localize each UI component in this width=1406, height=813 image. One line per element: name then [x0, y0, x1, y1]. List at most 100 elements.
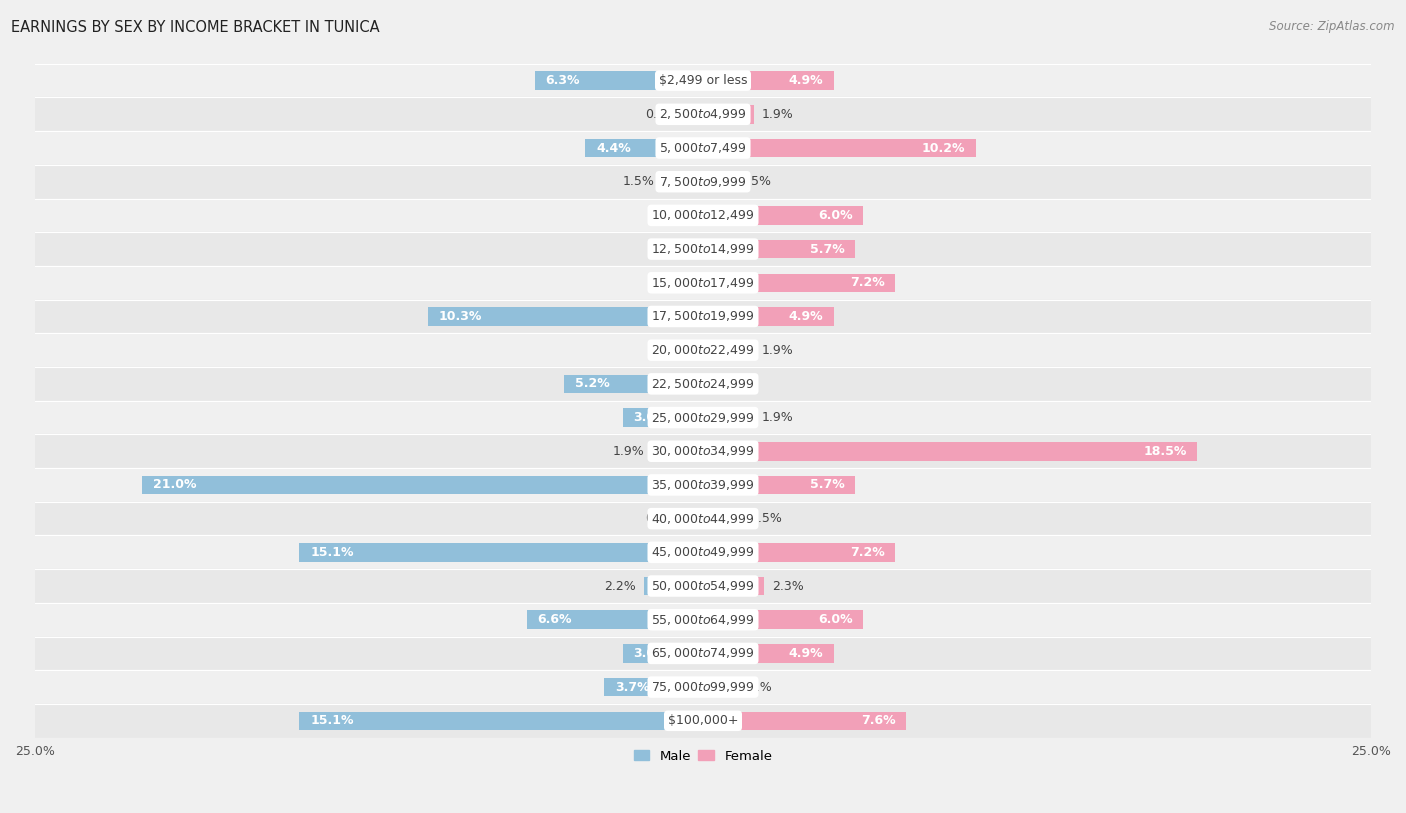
Text: $2,499 or less: $2,499 or less: [659, 74, 747, 87]
Bar: [662, 172, 703, 191]
Bar: [534, 72, 703, 90]
Text: 4.4%: 4.4%: [596, 141, 631, 154]
Text: 1.9%: 1.9%: [613, 445, 644, 458]
Bar: [605, 678, 703, 697]
Text: 18.5%: 18.5%: [1143, 445, 1187, 458]
Bar: [693, 510, 703, 528]
Text: 3.0%: 3.0%: [634, 647, 668, 660]
Text: EARNINGS BY SEX BY INCOME BRACKET IN TUNICA: EARNINGS BY SEX BY INCOME BRACKET IN TUN…: [11, 20, 380, 35]
Bar: [693, 105, 703, 124]
Text: 0.0%: 0.0%: [664, 209, 695, 222]
Bar: [35, 401, 1371, 434]
Text: $20,000 to $22,499: $20,000 to $22,499: [651, 343, 755, 357]
Text: 3.0%: 3.0%: [634, 411, 668, 424]
Text: 6.6%: 6.6%: [537, 613, 572, 626]
Bar: [35, 670, 1371, 704]
Bar: [703, 207, 863, 224]
Text: 15.1%: 15.1%: [311, 715, 354, 728]
Bar: [703, 341, 754, 359]
Text: $55,000 to $64,999: $55,000 to $64,999: [651, 613, 755, 627]
Text: 4.9%: 4.9%: [789, 310, 824, 323]
Text: Source: ZipAtlas.com: Source: ZipAtlas.com: [1270, 20, 1395, 33]
Text: 1.5%: 1.5%: [623, 176, 655, 188]
Bar: [703, 510, 744, 528]
Bar: [703, 408, 754, 427]
Bar: [35, 367, 1371, 401]
Bar: [703, 273, 896, 292]
Text: 7.6%: 7.6%: [860, 715, 896, 728]
Bar: [299, 543, 703, 562]
Bar: [35, 502, 1371, 536]
Text: $10,000 to $12,499: $10,000 to $12,499: [651, 208, 755, 223]
Bar: [703, 644, 834, 663]
Text: 2.2%: 2.2%: [605, 580, 636, 593]
Text: $5,000 to $7,499: $5,000 to $7,499: [659, 141, 747, 155]
Text: $25,000 to $29,999: $25,000 to $29,999: [651, 411, 755, 424]
Bar: [35, 603, 1371, 637]
Bar: [35, 333, 1371, 367]
Text: 0.0%: 0.0%: [664, 344, 695, 357]
Text: 4.9%: 4.9%: [789, 74, 824, 87]
Text: 10.2%: 10.2%: [921, 141, 965, 154]
Text: 0.0%: 0.0%: [711, 377, 742, 390]
Bar: [35, 637, 1371, 670]
Bar: [427, 307, 703, 326]
Text: 6.3%: 6.3%: [546, 74, 579, 87]
Bar: [35, 165, 1371, 198]
Text: 21.0%: 21.0%: [152, 478, 195, 491]
Bar: [35, 233, 1371, 266]
Text: $12,500 to $14,999: $12,500 to $14,999: [651, 242, 755, 256]
Text: 7.2%: 7.2%: [851, 546, 884, 559]
Text: $2,500 to $4,999: $2,500 to $4,999: [659, 107, 747, 121]
Text: 2.3%: 2.3%: [772, 580, 804, 593]
Text: $17,500 to $19,999: $17,500 to $19,999: [651, 310, 755, 324]
Text: 1.1%: 1.1%: [741, 680, 772, 693]
Text: $45,000 to $49,999: $45,000 to $49,999: [651, 546, 755, 559]
Bar: [644, 576, 703, 595]
Bar: [35, 300, 1371, 333]
Bar: [703, 543, 896, 562]
Bar: [703, 711, 905, 730]
Text: 4.9%: 4.9%: [789, 647, 824, 660]
Bar: [142, 476, 703, 494]
Bar: [35, 98, 1371, 131]
Text: $22,500 to $24,999: $22,500 to $24,999: [651, 377, 755, 391]
Bar: [564, 375, 703, 393]
Bar: [703, 72, 834, 90]
Text: $40,000 to $44,999: $40,000 to $44,999: [651, 511, 755, 526]
Bar: [703, 307, 834, 326]
Text: 1.9%: 1.9%: [762, 344, 793, 357]
Bar: [585, 139, 703, 157]
Bar: [35, 266, 1371, 300]
Bar: [703, 576, 765, 595]
Text: 6.0%: 6.0%: [818, 613, 852, 626]
Bar: [703, 442, 1198, 460]
Text: 1.9%: 1.9%: [762, 411, 793, 424]
Text: 6.0%: 6.0%: [818, 209, 852, 222]
Text: $75,000 to $99,999: $75,000 to $99,999: [651, 680, 755, 694]
Bar: [35, 63, 1371, 98]
Bar: [623, 644, 703, 663]
Bar: [652, 442, 703, 460]
Text: 3.7%: 3.7%: [614, 680, 650, 693]
Text: $35,000 to $39,999: $35,000 to $39,999: [651, 478, 755, 492]
Text: 5.7%: 5.7%: [810, 242, 845, 255]
Text: 1.5%: 1.5%: [751, 512, 783, 525]
Bar: [35, 198, 1371, 233]
Text: $50,000 to $54,999: $50,000 to $54,999: [651, 579, 755, 593]
Bar: [527, 611, 703, 629]
Bar: [703, 240, 855, 259]
Bar: [35, 468, 1371, 502]
Bar: [703, 172, 723, 191]
Bar: [623, 408, 703, 427]
Bar: [35, 704, 1371, 737]
Bar: [299, 711, 703, 730]
Bar: [35, 131, 1371, 165]
Bar: [703, 611, 863, 629]
Text: 5.7%: 5.7%: [810, 478, 845, 491]
Text: 0.75%: 0.75%: [731, 176, 770, 188]
Bar: [35, 536, 1371, 569]
Bar: [35, 569, 1371, 603]
Text: $15,000 to $17,499: $15,000 to $17,499: [651, 276, 755, 289]
Text: 0.0%: 0.0%: [664, 276, 695, 289]
